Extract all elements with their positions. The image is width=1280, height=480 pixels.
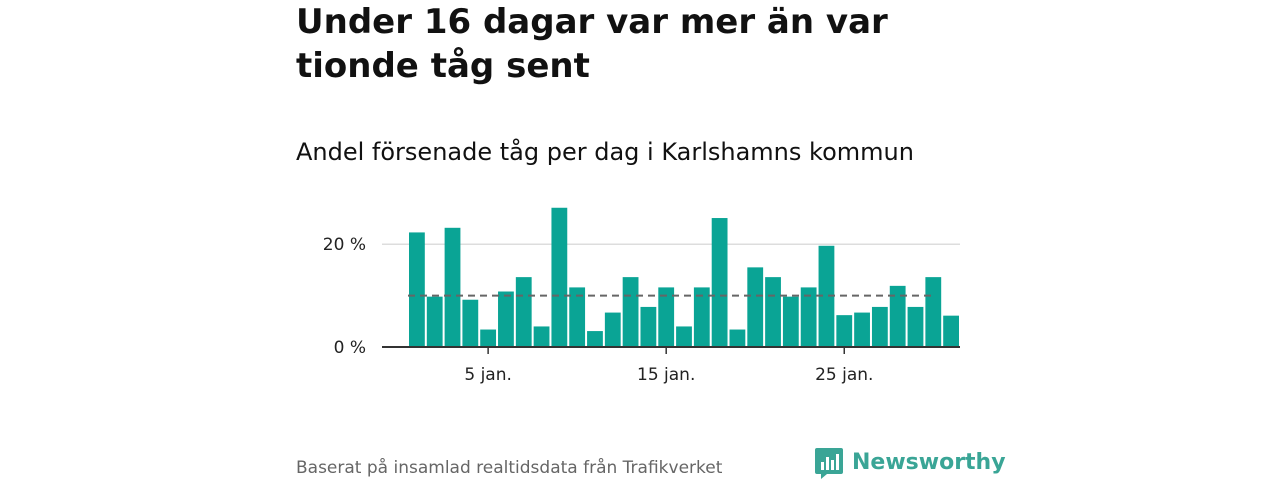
- bar: [426, 296, 443, 347]
- bar: [640, 306, 657, 347]
- y-tick-label: 0 %: [334, 338, 366, 358]
- bar: [871, 306, 888, 347]
- source-note: Baserat på insamlad realtidsdata från Tr…: [296, 458, 723, 478]
- bar: [622, 277, 639, 347]
- bar: [444, 227, 461, 347]
- brand-name: Newsworthy: [852, 450, 1006, 475]
- bar: [943, 315, 959, 347]
- bar: [498, 291, 514, 347]
- bar: [693, 287, 710, 347]
- bar: [747, 267, 764, 347]
- bar: [729, 329, 746, 347]
- bar: [925, 277, 942, 347]
- x-tick-label: 5 jan.: [464, 365, 512, 385]
- bar: [587, 331, 603, 347]
- axes: 0 % 20 % 5 jan. 15 jan. 25 jan.: [323, 235, 960, 385]
- y-tick-label: 20 %: [323, 235, 366, 255]
- brand[interactable]: Newsworthy: [814, 446, 1006, 480]
- bar: [711, 218, 728, 347]
- bar: [800, 287, 817, 347]
- bar: [551, 207, 568, 347]
- bar: [889, 285, 906, 347]
- bars: [409, 207, 959, 347]
- x-tick-label: 15 jan.: [637, 365, 695, 385]
- bar: [515, 277, 532, 347]
- bar: [765, 277, 781, 347]
- chart-subtitle: Andel försenade tåg per dag i Karlshamns…: [296, 138, 914, 166]
- newsworthy-logo-icon: [815, 448, 843, 479]
- bar: [818, 245, 835, 347]
- x-tick-label: 25 jan.: [815, 365, 873, 385]
- bar: [907, 306, 924, 347]
- bar: [782, 296, 799, 347]
- bar: [836, 315, 853, 347]
- bar: [480, 329, 497, 347]
- bar: [533, 326, 550, 347]
- bar: [569, 287, 586, 347]
- bar: [676, 326, 692, 347]
- bar: [462, 299, 479, 347]
- bar: [854, 312, 870, 347]
- bar: [604, 312, 621, 347]
- bar: [658, 287, 675, 347]
- bar: [409, 232, 425, 347]
- chart-title: Under 16 dagar var mer än var tionde tåg…: [296, 2, 888, 86]
